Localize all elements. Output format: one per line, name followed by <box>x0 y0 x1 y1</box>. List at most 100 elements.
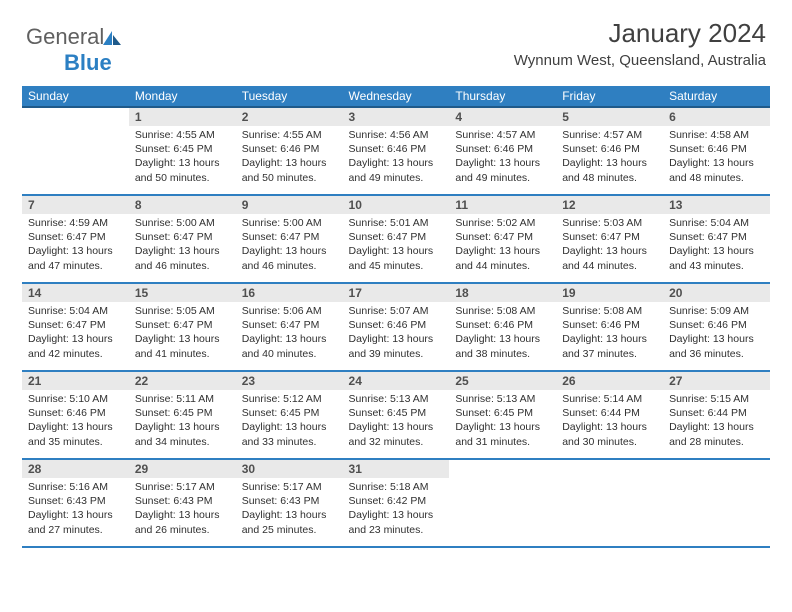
sunrise-text: Sunrise: 4:57 AM <box>455 128 550 142</box>
daylight-text: Daylight: 13 hours and 31 minutes. <box>455 420 550 448</box>
calendar-day-cell: 17Sunrise: 5:07 AMSunset: 6:46 PMDayligh… <box>343 283 450 371</box>
day-number: 17 <box>343 284 450 302</box>
calendar-day-cell: 1Sunrise: 4:55 AMSunset: 6:45 PMDaylight… <box>129 107 236 195</box>
daylight-text: Daylight: 13 hours and 35 minutes. <box>28 420 123 448</box>
sunrise-text: Sunrise: 5:02 AM <box>455 216 550 230</box>
sunrise-text: Sunrise: 4:55 AM <box>135 128 230 142</box>
daylight-text: Daylight: 13 hours and 49 minutes. <box>455 156 550 184</box>
sunset-text: Sunset: 6:47 PM <box>669 230 764 244</box>
day-number: 18 <box>449 284 556 302</box>
day-info: Sunrise: 5:12 AMSunset: 6:45 PMDaylight:… <box>236 390 343 453</box>
day-info: Sunrise: 5:15 AMSunset: 6:44 PMDaylight:… <box>663 390 770 453</box>
day-number: 5 <box>556 108 663 126</box>
day-number: 24 <box>343 372 450 390</box>
sunrise-text: Sunrise: 5:08 AM <box>562 304 657 318</box>
daylight-text: Daylight: 13 hours and 37 minutes. <box>562 332 657 360</box>
daylight-text: Daylight: 13 hours and 27 minutes. <box>28 508 123 536</box>
calendar-week-row: 28Sunrise: 5:16 AMSunset: 6:43 PMDayligh… <box>22 459 770 547</box>
day-number: 9 <box>236 196 343 214</box>
day-info: Sunrise: 5:00 AMSunset: 6:47 PMDaylight:… <box>236 214 343 277</box>
daylight-text: Daylight: 13 hours and 43 minutes. <box>669 244 764 272</box>
calendar-day-cell: 11Sunrise: 5:02 AMSunset: 6:47 PMDayligh… <box>449 195 556 283</box>
day-info: Sunrise: 5:00 AMSunset: 6:47 PMDaylight:… <box>129 214 236 277</box>
sunset-text: Sunset: 6:45 PM <box>349 406 444 420</box>
daylight-text: Daylight: 13 hours and 36 minutes. <box>669 332 764 360</box>
day-number: 15 <box>129 284 236 302</box>
calendar-day-cell: 31Sunrise: 5:18 AMSunset: 6:42 PMDayligh… <box>343 459 450 547</box>
day-info: Sunrise: 5:18 AMSunset: 6:42 PMDaylight:… <box>343 478 450 541</box>
calendar-day-cell: 16Sunrise: 5:06 AMSunset: 6:47 PMDayligh… <box>236 283 343 371</box>
daylight-text: Daylight: 13 hours and 48 minutes. <box>562 156 657 184</box>
sunrise-text: Sunrise: 4:56 AM <box>349 128 444 142</box>
day-number: 21 <box>22 372 129 390</box>
day-number: 20 <box>663 284 770 302</box>
daylight-text: Daylight: 13 hours and 34 minutes. <box>135 420 230 448</box>
weekday-header-row: Sunday Monday Tuesday Wednesday Thursday… <box>22 86 770 107</box>
sunrise-text: Sunrise: 5:17 AM <box>135 480 230 494</box>
day-number: 8 <box>129 196 236 214</box>
day-number: 4 <box>449 108 556 126</box>
day-info: Sunrise: 5:13 AMSunset: 6:45 PMDaylight:… <box>343 390 450 453</box>
sunset-text: Sunset: 6:43 PM <box>242 494 337 508</box>
day-info: Sunrise: 5:08 AMSunset: 6:46 PMDaylight:… <box>556 302 663 365</box>
sunset-text: Sunset: 6:45 PM <box>455 406 550 420</box>
day-info: Sunrise: 5:17 AMSunset: 6:43 PMDaylight:… <box>129 478 236 541</box>
sunrise-text: Sunrise: 5:04 AM <box>669 216 764 230</box>
day-number: 14 <box>22 284 129 302</box>
daylight-text: Daylight: 13 hours and 30 minutes. <box>562 420 657 448</box>
day-info: Sunrise: 5:04 AMSunset: 6:47 PMDaylight:… <box>663 214 770 277</box>
day-info: Sunrise: 4:57 AMSunset: 6:46 PMDaylight:… <box>449 126 556 189</box>
sunrise-text: Sunrise: 5:11 AM <box>135 392 230 406</box>
sunrise-text: Sunrise: 4:55 AM <box>242 128 337 142</box>
sunrise-text: Sunrise: 5:15 AM <box>669 392 764 406</box>
sunrise-text: Sunrise: 5:10 AM <box>28 392 123 406</box>
calendar-day-cell: 27Sunrise: 5:15 AMSunset: 6:44 PMDayligh… <box>663 371 770 459</box>
calendar-day-cell: 7Sunrise: 4:59 AMSunset: 6:47 PMDaylight… <box>22 195 129 283</box>
daylight-text: Daylight: 13 hours and 33 minutes. <box>242 420 337 448</box>
daylight-text: Daylight: 13 hours and 50 minutes. <box>242 156 337 184</box>
sunset-text: Sunset: 6:44 PM <box>562 406 657 420</box>
col-wednesday: Wednesday <box>343 86 450 107</box>
sunset-text: Sunset: 6:43 PM <box>135 494 230 508</box>
day-number: 29 <box>129 460 236 478</box>
brand-part2: Blue <box>64 50 112 75</box>
calendar-week-row: 14Sunrise: 5:04 AMSunset: 6:47 PMDayligh… <box>22 283 770 371</box>
daylight-text: Daylight: 13 hours and 50 minutes. <box>135 156 230 184</box>
daylight-text: Daylight: 13 hours and 46 minutes. <box>242 244 337 272</box>
day-number: 31 <box>343 460 450 478</box>
location-subtitle: Wynnum West, Queensland, Australia <box>514 52 766 69</box>
daylight-text: Daylight: 13 hours and 42 minutes. <box>28 332 123 360</box>
day-number: 13 <box>663 196 770 214</box>
sunset-text: Sunset: 6:47 PM <box>135 318 230 332</box>
calendar-day-cell: 13Sunrise: 5:04 AMSunset: 6:47 PMDayligh… <box>663 195 770 283</box>
day-info: Sunrise: 4:55 AMSunset: 6:45 PMDaylight:… <box>129 126 236 189</box>
sunset-text: Sunset: 6:45 PM <box>135 142 230 156</box>
daylight-text: Daylight: 13 hours and 23 minutes. <box>349 508 444 536</box>
sunset-text: Sunset: 6:47 PM <box>349 230 444 244</box>
sunrise-text: Sunrise: 4:59 AM <box>28 216 123 230</box>
sunset-text: Sunset: 6:47 PM <box>562 230 657 244</box>
sunset-text: Sunset: 6:46 PM <box>669 142 764 156</box>
daylight-text: Daylight: 13 hours and 41 minutes. <box>135 332 230 360</box>
day-info: Sunrise: 5:08 AMSunset: 6:46 PMDaylight:… <box>449 302 556 365</box>
daylight-text: Daylight: 13 hours and 32 minutes. <box>349 420 444 448</box>
sunrise-text: Sunrise: 4:57 AM <box>562 128 657 142</box>
sunset-text: Sunset: 6:47 PM <box>135 230 230 244</box>
day-info: Sunrise: 5:13 AMSunset: 6:45 PMDaylight:… <box>449 390 556 453</box>
daylight-text: Daylight: 13 hours and 39 minutes. <box>349 332 444 360</box>
calendar-day-cell: 12Sunrise: 5:03 AMSunset: 6:47 PMDayligh… <box>556 195 663 283</box>
sunrise-text: Sunrise: 5:09 AM <box>669 304 764 318</box>
sunrise-text: Sunrise: 5:18 AM <box>349 480 444 494</box>
calendar-day-cell: 29Sunrise: 5:17 AMSunset: 6:43 PMDayligh… <box>129 459 236 547</box>
day-number: 22 <box>129 372 236 390</box>
sunrise-text: Sunrise: 5:08 AM <box>455 304 550 318</box>
calendar-day-cell: 23Sunrise: 5:12 AMSunset: 6:45 PMDayligh… <box>236 371 343 459</box>
day-number: 3 <box>343 108 450 126</box>
col-thursday: Thursday <box>449 86 556 107</box>
day-number: 25 <box>449 372 556 390</box>
calendar-day-cell: 4Sunrise: 4:57 AMSunset: 6:46 PMDaylight… <box>449 107 556 195</box>
col-saturday: Saturday <box>663 86 770 107</box>
page-title: January 2024 <box>608 18 766 49</box>
day-info: Sunrise: 4:55 AMSunset: 6:46 PMDaylight:… <box>236 126 343 189</box>
day-info: Sunrise: 5:03 AMSunset: 6:47 PMDaylight:… <box>556 214 663 277</box>
